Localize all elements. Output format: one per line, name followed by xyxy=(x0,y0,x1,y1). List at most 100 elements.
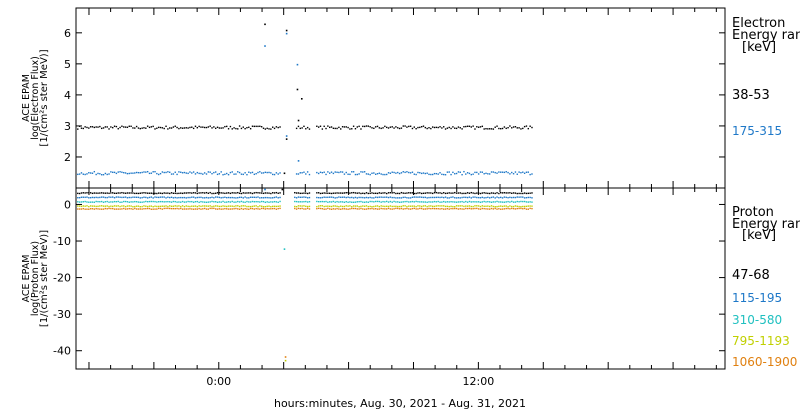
proton-data-point xyxy=(169,201,171,203)
electron-data-point xyxy=(117,171,119,173)
proton-data-point xyxy=(474,205,476,207)
proton-data-point xyxy=(444,208,447,210)
proton-data-point xyxy=(264,205,267,208)
proton-data-point xyxy=(431,201,434,203)
proton-data-point xyxy=(454,201,456,203)
proton-data-point xyxy=(242,208,244,210)
electron-data-point xyxy=(511,127,513,129)
electron-data-point xyxy=(97,126,99,128)
proton-data-point xyxy=(174,200,176,203)
electron-data-point xyxy=(358,173,360,175)
electron-data-point xyxy=(176,173,178,176)
proton-data-point xyxy=(226,205,228,208)
proton-data-point xyxy=(420,205,423,208)
electron-data-point xyxy=(338,126,340,129)
proton-data-point xyxy=(393,196,395,199)
proton-data-point xyxy=(231,208,233,210)
proton-data-point xyxy=(255,200,257,203)
proton-data-point xyxy=(340,205,342,207)
proton-data-point xyxy=(191,200,193,203)
proton-data-point xyxy=(531,205,533,207)
proton-data-point xyxy=(172,205,175,207)
electron-data-point xyxy=(435,126,438,129)
proton-data-point xyxy=(430,208,432,210)
proton-data-point xyxy=(154,192,156,195)
proton-data-point xyxy=(345,208,347,210)
proton-data-point xyxy=(246,197,248,199)
electron-data-point xyxy=(345,171,347,174)
electron-data-point xyxy=(441,173,443,176)
electron-data-point xyxy=(135,171,138,174)
electron-data-point xyxy=(86,173,88,175)
electron-data-point xyxy=(358,125,360,128)
proton-data-point xyxy=(443,192,445,194)
proton-data-point xyxy=(512,205,515,208)
electron-data-point xyxy=(466,125,469,127)
proton-data-point xyxy=(150,200,153,203)
proton-data-point xyxy=(156,196,158,199)
proton-data-point xyxy=(345,192,347,194)
proton-data-point xyxy=(220,197,222,199)
proton-data-point xyxy=(334,205,336,207)
proton-data-point xyxy=(417,205,419,207)
proton-data-point xyxy=(77,201,79,203)
proton-data-point xyxy=(380,205,382,207)
proton-data-point xyxy=(321,200,324,203)
proton-data-point xyxy=(527,201,529,203)
proton-data-point xyxy=(99,205,101,207)
proton-data-point xyxy=(452,192,454,194)
electron-data-point xyxy=(406,126,408,128)
proton-data-point xyxy=(154,205,156,207)
proton-data-point xyxy=(156,208,158,210)
proton-data-point xyxy=(382,200,384,203)
proton-data-point xyxy=(214,208,217,210)
electron-data-point xyxy=(192,127,195,130)
proton-data-point xyxy=(386,196,388,198)
proton-data-point xyxy=(126,197,129,199)
electron-data-point xyxy=(285,32,288,35)
electron-legend-title-line1: Electron xyxy=(732,16,786,31)
proton-data-point xyxy=(466,201,469,203)
proton-series-47-68 xyxy=(77,191,533,195)
proton-data-point xyxy=(461,208,463,210)
proton-data-point xyxy=(165,201,167,203)
proton-data-point xyxy=(132,208,134,210)
proton-data-point xyxy=(143,201,145,203)
proton-data-point xyxy=(214,201,217,203)
proton-data-point xyxy=(174,207,176,210)
proton-data-point xyxy=(185,201,187,203)
proton-data-point xyxy=(279,205,281,207)
proton-data-point xyxy=(523,207,526,210)
proton-data-point xyxy=(249,196,252,198)
proton-data-point xyxy=(531,197,533,199)
proton-data-point xyxy=(141,196,143,199)
proton-data-point xyxy=(251,196,254,199)
proton-data-point xyxy=(266,207,268,210)
proton-data-point xyxy=(255,205,257,207)
proton-series-310-580 xyxy=(77,200,533,204)
electron-data-point xyxy=(433,172,436,175)
electron-data-point xyxy=(363,171,366,173)
electron-data-point xyxy=(275,172,278,174)
proton-data-point xyxy=(82,196,84,198)
electron-data-point xyxy=(365,173,368,175)
proton-data-point xyxy=(146,197,149,199)
proton-data-point xyxy=(295,197,298,199)
proton-data-point xyxy=(262,205,265,208)
electron-data-point xyxy=(297,125,300,128)
proton-data-point xyxy=(216,196,219,198)
proton-data-point xyxy=(183,196,186,199)
electron-data-point xyxy=(446,127,449,129)
proton-data-point xyxy=(187,196,189,199)
proton-data-point xyxy=(461,192,463,195)
proton-data-point xyxy=(224,192,226,195)
proton-data-point xyxy=(477,205,480,207)
proton-data-point xyxy=(137,196,140,199)
proton-data-point xyxy=(262,200,265,203)
proton-data-point xyxy=(117,192,119,194)
proton-data-point xyxy=(227,208,230,210)
electron-data-point xyxy=(172,173,175,175)
proton-data-point xyxy=(167,200,169,203)
proton-y-tick-label: -10 xyxy=(53,235,71,248)
electron-data-point xyxy=(141,127,143,129)
